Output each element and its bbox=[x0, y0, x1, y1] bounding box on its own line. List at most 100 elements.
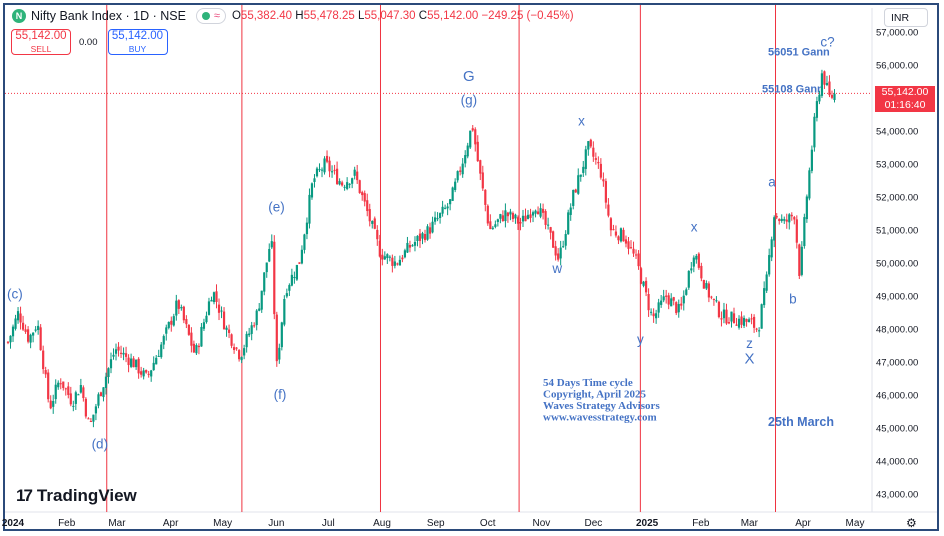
time-tick-label: Apr bbox=[163, 518, 179, 529]
candle-body bbox=[62, 381, 65, 389]
candle-body bbox=[431, 221, 434, 233]
candle-body bbox=[44, 370, 47, 375]
candle-body bbox=[662, 296, 665, 301]
market-status-toggle[interactable]: ≈ bbox=[195, 8, 226, 24]
candle-body bbox=[727, 322, 731, 324]
candle-body bbox=[464, 155, 467, 164]
price-tick-label: 54,000.00 bbox=[876, 127, 918, 138]
candle-body bbox=[187, 324, 190, 335]
time-cycle-annotation: 54 Days Time cycle bbox=[543, 377, 633, 389]
wave-label: b bbox=[789, 291, 797, 306]
buy-button[interactable]: 55,142.00 BUY bbox=[107, 29, 168, 55]
candle-body bbox=[67, 386, 70, 395]
candle-body bbox=[489, 221, 492, 230]
candle-body bbox=[692, 257, 695, 267]
candle-body bbox=[722, 309, 726, 319]
price-tick-label: 44,000.00 bbox=[876, 457, 918, 468]
candle-body bbox=[112, 354, 115, 357]
candle-body bbox=[145, 370, 148, 373]
candle-body bbox=[423, 233, 427, 241]
candle-body bbox=[768, 255, 771, 275]
time-tick-label: Sep bbox=[427, 518, 445, 529]
gann-level-label: 55108 Gann bbox=[762, 83, 824, 95]
candle-body bbox=[418, 233, 422, 241]
settings-gear-icon[interactable]: ⚙ bbox=[906, 516, 917, 530]
candle-body bbox=[705, 283, 708, 289]
nifty-bank-logo-icon: N bbox=[12, 9, 26, 23]
wave-label: (c) bbox=[7, 287, 23, 302]
candle-body bbox=[333, 169, 336, 171]
candle-body bbox=[541, 208, 545, 213]
candle-body bbox=[303, 234, 306, 250]
candle-body bbox=[710, 296, 713, 298]
candle-body bbox=[278, 347, 281, 360]
candle-body bbox=[368, 209, 371, 222]
candle-body bbox=[421, 233, 424, 239]
candle-body bbox=[64, 388, 67, 390]
time-tick-label: Aug bbox=[373, 518, 391, 529]
candle-body bbox=[531, 212, 535, 216]
candle-body bbox=[351, 178, 354, 184]
candle-body bbox=[506, 212, 510, 217]
candle-body bbox=[687, 270, 690, 288]
market-open-dot-icon bbox=[201, 12, 210, 20]
ohlc-readout: O55,382.40 H55,478.25 L55,047.30 C55,142… bbox=[231, 10, 574, 22]
candle-body bbox=[833, 93, 836, 100]
candle-body bbox=[486, 205, 489, 224]
candle-body bbox=[52, 400, 55, 407]
candle-body bbox=[675, 302, 678, 314]
candle-body bbox=[356, 171, 359, 181]
candle-body bbox=[607, 204, 610, 216]
candle-body bbox=[376, 229, 379, 240]
candle-body bbox=[604, 181, 607, 203]
currency-selector[interactable]: INR bbox=[884, 8, 928, 27]
candle-body bbox=[202, 322, 206, 329]
candle-body bbox=[137, 358, 140, 374]
candle-body bbox=[230, 334, 233, 346]
sell-button[interactable]: 55,142.00 SELL bbox=[11, 29, 71, 55]
candle-body bbox=[747, 319, 751, 323]
candle-body bbox=[310, 183, 314, 198]
candle-body bbox=[815, 101, 819, 118]
candle-body bbox=[147, 373, 150, 375]
symbol-title[interactable]: Nifty Bank Index · 1D · NSE bbox=[31, 9, 186, 23]
candle-body bbox=[11, 326, 15, 337]
candle-body bbox=[92, 414, 95, 422]
tradingview-mark-icon: 17 bbox=[16, 486, 33, 505]
candle-body bbox=[549, 227, 552, 233]
candle-body bbox=[378, 240, 381, 257]
candle-body bbox=[243, 348, 246, 356]
candle-body bbox=[82, 387, 85, 399]
candle-body bbox=[386, 254, 389, 259]
candle-body bbox=[411, 245, 414, 247]
candle-body bbox=[647, 294, 650, 311]
candle-body bbox=[740, 316, 743, 325]
candle-body bbox=[449, 199, 452, 205]
candle-body bbox=[195, 345, 198, 354]
candle-body bbox=[175, 300, 178, 316]
candle-body bbox=[381, 254, 384, 260]
candle-body bbox=[446, 206, 449, 209]
candle-body bbox=[650, 311, 653, 313]
symbol-header[interactable]: N Nifty Bank Index · 1D · NSE ≈ O55,382.… bbox=[12, 6, 574, 26]
candle-body bbox=[135, 359, 138, 368]
candle-body bbox=[295, 264, 298, 280]
wave-label: x bbox=[578, 114, 585, 129]
trade-panel: 55,142.00 SELL 0.00 55,142.00 BUY bbox=[11, 29, 168, 55]
candle-body bbox=[32, 332, 35, 336]
candle-body bbox=[363, 193, 366, 202]
tradingview-logo[interactable]: 17 TradingView bbox=[16, 486, 137, 506]
candle-body bbox=[172, 316, 175, 326]
candle-body bbox=[396, 263, 399, 265]
candle-body bbox=[798, 244, 801, 276]
candle-body bbox=[21, 322, 25, 330]
candle-body bbox=[170, 320, 173, 325]
wave-label: (e) bbox=[268, 200, 285, 215]
candle-body bbox=[597, 161, 600, 164]
candle-body bbox=[318, 169, 321, 171]
candle-body bbox=[371, 220, 374, 224]
candle-body bbox=[509, 211, 512, 215]
candle-body bbox=[642, 281, 645, 286]
candle-body bbox=[122, 352, 125, 355]
